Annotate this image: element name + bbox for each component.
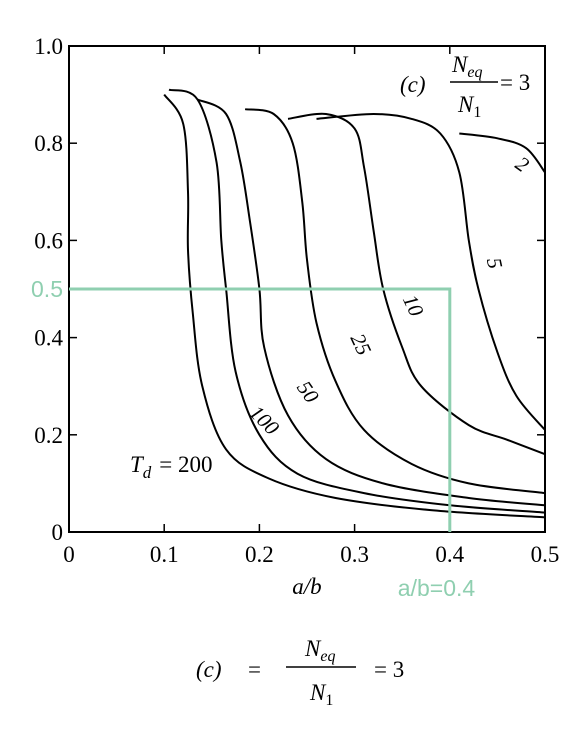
y-tick-label: 0	[52, 520, 64, 545]
caption-den: N	[309, 680, 327, 705]
inset-den-sub: 1	[473, 104, 481, 121]
y-annotation-label: 0.5	[31, 276, 63, 302]
series-line-200	[163, 93, 546, 519]
y-tick-label: 1.0	[34, 34, 63, 59]
x-tick-label: 0.4	[435, 542, 464, 567]
y-tick-label: 0.6	[34, 228, 63, 253]
curve-label-100: 100	[245, 401, 285, 441]
td-label-value: = 200	[159, 452, 212, 477]
y-tick-label: 0.2	[34, 423, 63, 448]
series-line-25	[244, 108, 546, 495]
svg-text:N1: N1	[457, 92, 481, 121]
caption: (c) = Neq N1 = 3	[196, 636, 404, 709]
series-line-10	[287, 112, 546, 456]
series-line-50	[197, 98, 546, 507]
annotation-layer: a/b=0.4	[69, 287, 476, 601]
caption-num-sub: eq	[320, 648, 335, 665]
inset-num: N	[451, 52, 469, 77]
caption-eq1: =	[248, 657, 261, 682]
series-line-100	[168, 88, 546, 514]
axis-ticks: 0 0.1 0.2 0.3 0.4 0.5 0 0.2 0.4 0.5 0.6 0.8 1.0	[31, 34, 559, 567]
x-tick-label: 0.1	[150, 542, 179, 567]
svg-text:Neq: Neq	[304, 636, 335, 665]
td-label: Td = 200	[130, 452, 213, 482]
curve-label-5: 5	[482, 256, 508, 271]
curve-label-2: 2	[511, 151, 534, 177]
y-tick-label: 0.4	[34, 326, 63, 351]
x-annotation-label: a/b=0.4	[398, 575, 476, 601]
inset-value: = 3	[500, 70, 530, 95]
caption-num: N	[304, 636, 322, 661]
series-layer	[163, 88, 546, 519]
series-line-2	[459, 132, 546, 174]
td-label-var: T	[130, 452, 145, 477]
inset-den: N	[457, 92, 475, 117]
inset-num-sub: eq	[467, 64, 482, 81]
caption-case: (c)	[196, 657, 222, 682]
caption-den-sub: 1	[325, 692, 333, 709]
caption-eq2: = 3	[374, 657, 404, 682]
inset-label: (c) Neq N1 = 3	[400, 52, 530, 121]
series-line-5	[316, 112, 546, 431]
curve-label-25: 25	[346, 330, 377, 359]
curve-label-10: 10	[398, 291, 429, 321]
td-label-sub: d	[143, 463, 152, 482]
y-tick-label: 0.8	[34, 131, 63, 156]
x-tick-label: 0.5	[531, 542, 560, 567]
x-tick-label: 0.2	[245, 542, 274, 567]
svg-text:Neq: Neq	[451, 52, 482, 81]
x-tick-label: 0.3	[340, 542, 369, 567]
curve-label-50: 50	[292, 376, 324, 407]
x-tick-label: 0	[63, 542, 75, 567]
annotation-guide-line	[69, 287, 452, 532]
inset-case: (c)	[400, 72, 426, 97]
svg-text:N1: N1	[309, 680, 333, 709]
x-axis-label: a/b	[292, 574, 321, 599]
